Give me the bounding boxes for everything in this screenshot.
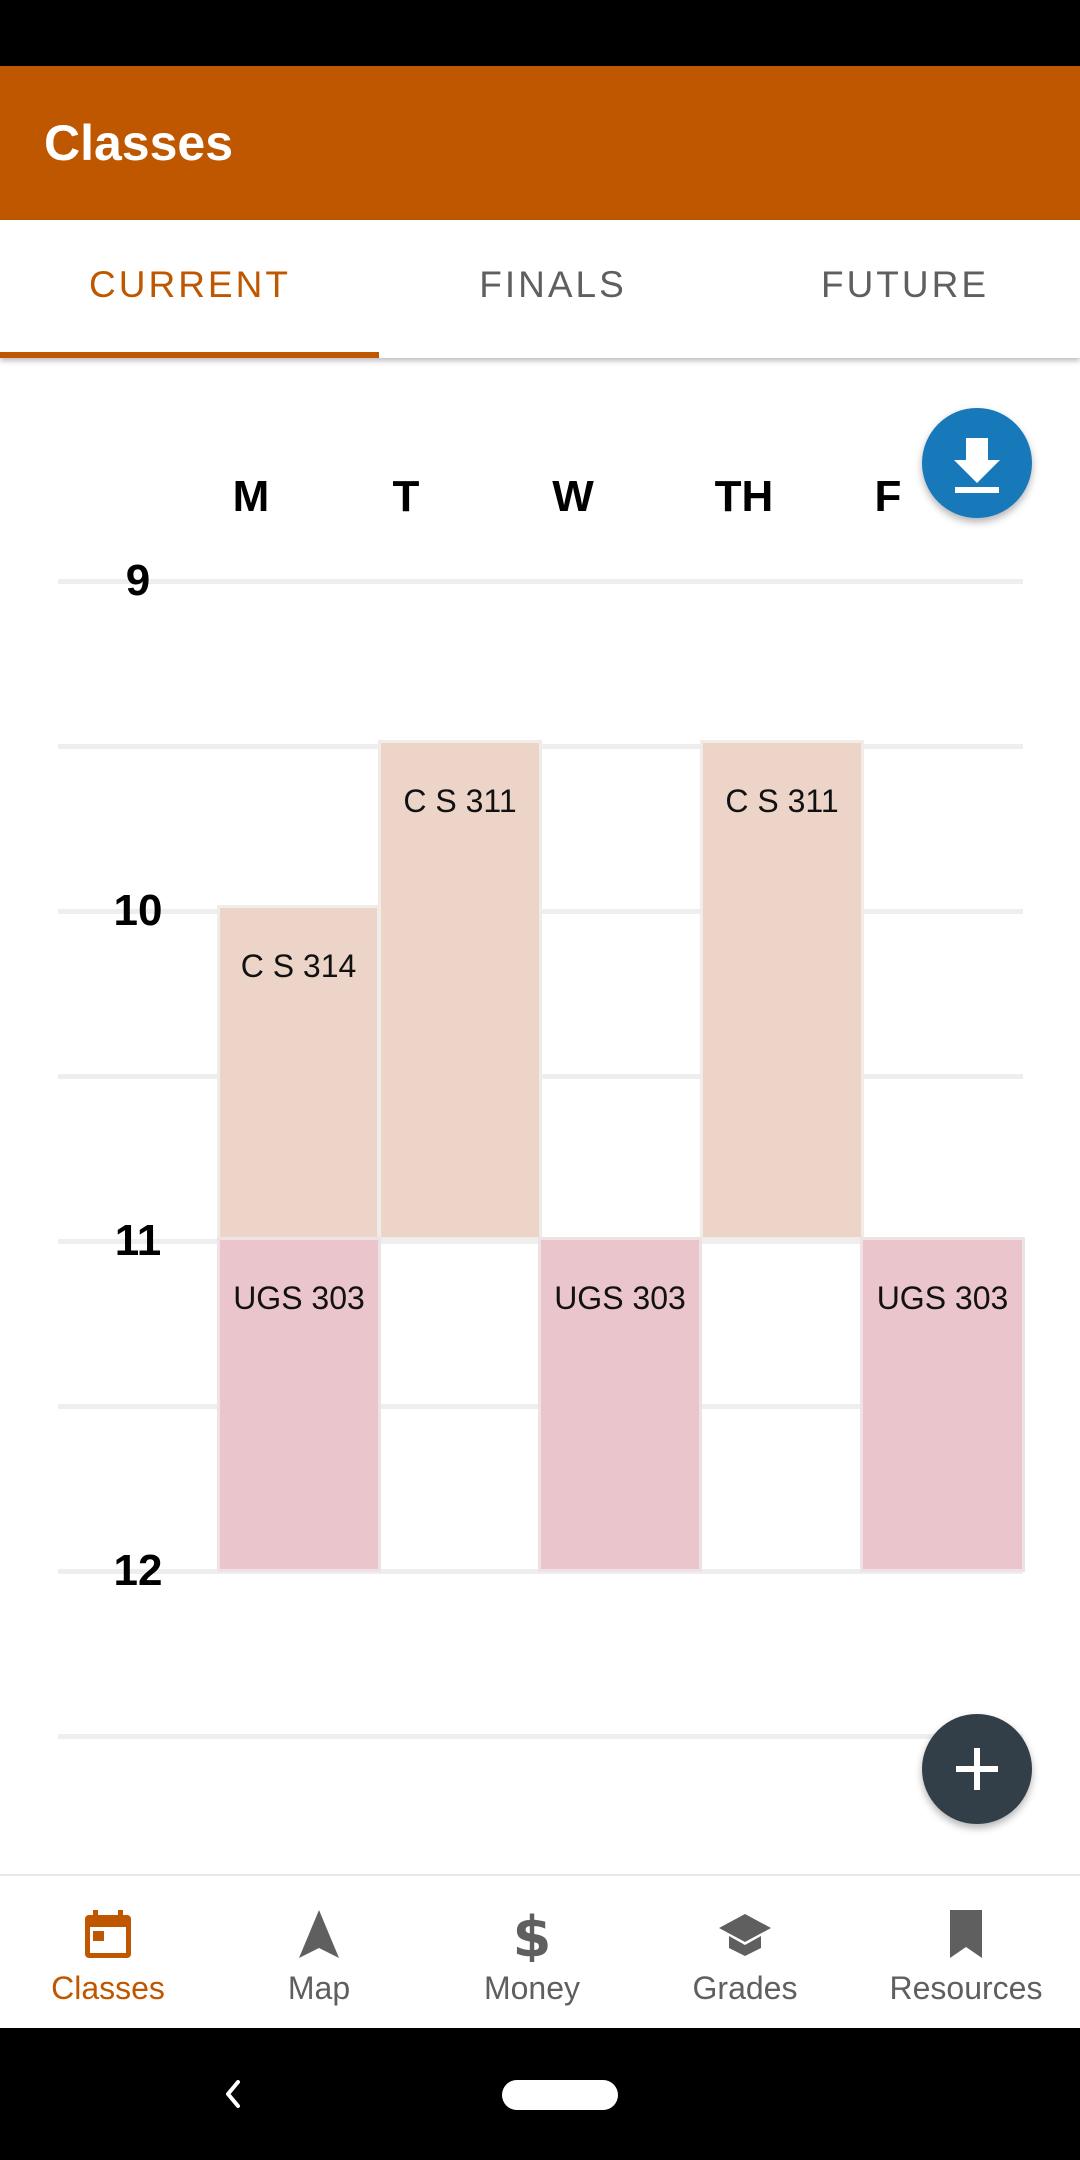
plus-icon	[956, 1748, 998, 1790]
nav-label-money: Money	[483, 1970, 581, 2006]
graduation-cap-icon	[719, 1914, 771, 1956]
download-icon	[954, 438, 1000, 493]
nav-item-resources[interactable]: Resources	[858, 1876, 1074, 2030]
class-block-ugs303-friday[interactable]: UGS 303	[860, 1237, 1025, 1572]
hour-label-10: 10	[113, 886, 163, 935]
class-block-cs311-thursday[interactable]: C S 311	[700, 740, 864, 1240]
day-header-thursday: TH	[714, 472, 774, 521]
day-header-friday: F	[874, 472, 902, 521]
calendar-icon	[85, 1910, 131, 1958]
tab-future[interactable]: FUTURE	[820, 264, 990, 305]
class-block-cs311-tuesday[interactable]: C S 311	[378, 740, 542, 1240]
hour-label-9: 9	[125, 556, 151, 605]
svg-text:$: $	[513, 1906, 552, 1962]
day-header-tuesday: T	[392, 472, 420, 521]
half-hour-line	[58, 1734, 1023, 1739]
download-button[interactable]	[922, 408, 1032, 518]
dollar-icon: $	[513, 1906, 552, 1962]
hour-line	[58, 579, 1023, 584]
page-title: Classes	[44, 115, 234, 171]
tab-current[interactable]: CURRENT	[89, 264, 291, 305]
back-icon[interactable]	[218, 2074, 248, 2114]
hour-label-12: 12	[113, 1546, 163, 1595]
tab-indicator	[0, 352, 379, 358]
nav-item-classes[interactable]: Classes	[0, 1876, 216, 2030]
nav-item-money[interactable]: $ Money	[424, 1876, 640, 2030]
nav-label-grades: Grades	[692, 1970, 798, 2006]
system-navigation-bar	[0, 2028, 1080, 2160]
nav-item-map[interactable]: Map	[211, 1876, 427, 2030]
navigation-arrow-icon	[299, 1910, 339, 1958]
tab-bar: CURRENT FINALS FUTURE	[0, 220, 1080, 358]
home-pill[interactable]	[502, 2080, 618, 2110]
day-header-monday: M	[232, 472, 270, 521]
bottom-navigation: Classes Map $ Money Grades Resources	[0, 1874, 1080, 2030]
day-header-wednesday: W	[552, 472, 594, 521]
tab-finals[interactable]: FINALS	[479, 264, 627, 305]
nav-label-resources: Resources	[889, 1970, 1043, 2006]
app-bar: Classes	[0, 66, 1080, 220]
class-block-ugs303-monday[interactable]: UGS 303	[217, 1237, 381, 1572]
nav-item-grades[interactable]: Grades	[637, 1876, 853, 2030]
weekly-schedule: M T W TH F 9 10 11 12 C S 311 C S 311 C …	[0, 358, 1080, 1874]
nav-label-map: Map	[287, 1970, 351, 2006]
bookmark-icon	[950, 1910, 982, 1958]
status-bar	[0, 0, 1080, 66]
nav-label-classes: Classes	[51, 1970, 165, 2006]
hour-label-11: 11	[114, 1216, 162, 1265]
class-block-cs314-monday[interactable]: C S 314	[217, 905, 380, 1240]
class-block-ugs303-wednesday[interactable]: UGS 303	[538, 1237, 702, 1572]
add-class-button[interactable]	[922, 1714, 1032, 1824]
